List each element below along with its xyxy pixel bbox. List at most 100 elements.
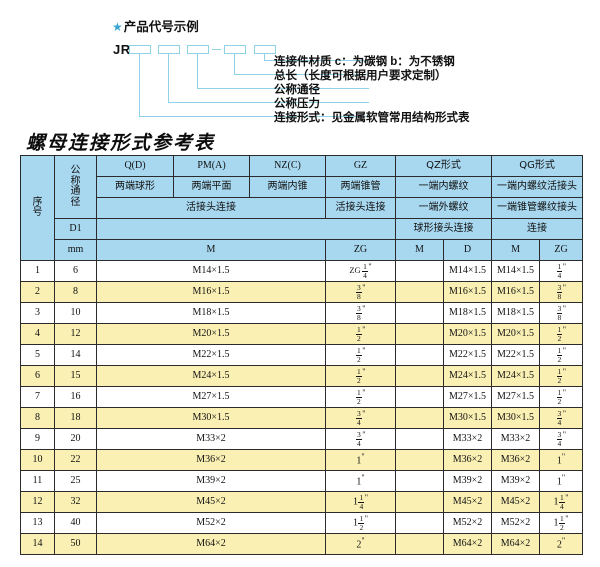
inch-mark: " <box>361 536 365 546</box>
cell-qz-m <box>395 533 444 555</box>
cell-qg-zg: 3 4 " <box>539 428 584 450</box>
header-row-connection-type: 活接头连接 活接头连接 一端外螺纹 一端锥管螺纹接头 <box>21 197 584 219</box>
cell-thread-m-merged: M20×1.5 <box>96 323 326 345</box>
cell-qz-m <box>395 470 444 492</box>
fraction-numerator: 1 <box>556 262 563 272</box>
code-box-4 <box>224 45 246 54</box>
cell-sequence: 4 <box>20 323 55 345</box>
header-connection: 连接 <box>491 218 584 240</box>
cell-thread-m-merged: M24×1.5 <box>96 365 326 387</box>
header-thread-m-merged: M <box>96 239 326 261</box>
inch-mark: " <box>562 261 567 271</box>
cell-gz-thread: 2" <box>325 533 396 555</box>
fraction-denominator: 2 <box>359 522 364 532</box>
cell-thread-m-merged: M39×2 <box>96 470 326 492</box>
annotation-connection-form: 连接形式：见金属软管常用结构形式表 <box>274 112 470 124</box>
inch-mark: " <box>362 324 366 334</box>
cell-sequence: 13 <box>20 512 55 534</box>
table-row: 10 22 M36×2 1" M36×2 M36×2 1" <box>20 449 584 471</box>
header-conn-union-1: 活接头连接 <box>96 197 326 219</box>
header-thread-zg-gz: ZG <box>325 239 396 261</box>
cell-qz-d: M16×1.5 <box>442 281 493 303</box>
header-group-desc-qg: 一端内螺纹活接头 <box>491 176 584 198</box>
header-group-code-qz: QZ形式 <box>394 155 493 177</box>
inch-mark: " <box>562 324 567 334</box>
inch-mark: " <box>361 452 365 462</box>
fraction-numerator: 1 <box>355 367 362 377</box>
inch-mark: " <box>364 492 368 502</box>
inch-mark: " <box>368 261 372 271</box>
cell-thread-m-merged: M16×1.5 <box>96 281 326 303</box>
cell-gz-thread: 1 1 4 " <box>325 491 396 513</box>
cell-qz-d: M33×2 <box>442 428 493 450</box>
inch-mark: " <box>561 452 566 462</box>
header-nominal-diameter-char-3: 通 <box>70 186 81 197</box>
code-box-5 <box>254 45 276 54</box>
code-separator-dash <box>212 49 221 50</box>
cell-qz-m <box>395 260 444 282</box>
cell-nominal-diameter: 40 <box>54 512 97 534</box>
header-thread-m-qz: M <box>395 239 444 261</box>
product-code-heading-text: 产品代号示例 <box>123 20 199 34</box>
cell-gz-thread: 1 2 " <box>325 365 396 387</box>
fraction-numerator: 1 <box>355 388 362 398</box>
table-body: 1 6 M14×1.5 ZG 1 4 " M14×1.5 M14×1.5 1 4 " 2 8 M16×1.5… <box>20 260 584 555</box>
cell-qz-d: M14×1.5 <box>442 260 493 282</box>
cell-qz-d: M64×2 <box>442 533 493 555</box>
fraction-numerator: 3 <box>355 283 362 293</box>
inch-mark: " <box>362 345 366 355</box>
whole-number: 2 <box>356 539 362 551</box>
fraction-numerator: 1 <box>358 514 365 524</box>
cell-thread-m-merged: M36×2 <box>96 449 326 471</box>
cell-qg-zg: 3 8 " <box>539 302 584 324</box>
inch-mark: " <box>364 513 368 523</box>
leader-line-nominal-pressure-vertical <box>168 54 169 102</box>
inch-mark: " <box>362 387 366 397</box>
cell-sequence: 6 <box>20 365 55 387</box>
cell-qg-m: M52×2 <box>491 512 541 534</box>
header-ball-joint-connection: 球形接头连接 <box>394 218 493 240</box>
cell-nominal-diameter: 12 <box>54 323 97 345</box>
fraction-numerator: 1 <box>559 514 565 524</box>
table-row: 12 32 M45×2 1 1 4 " M45×2 M45×2 1 1 4 " <box>20 491 584 513</box>
header-thread-zg-qg: ZG <box>539 239 584 261</box>
fraction-denominator: 4 <box>557 438 562 448</box>
cell-qg-zg: 1 1 4 " <box>539 491 584 513</box>
whole-number: 1 <box>556 455 562 467</box>
cell-qg-m: M36×2 <box>491 449 541 471</box>
header-d1-label: D1 <box>54 218 97 240</box>
annotation-material: 连接件材质 c：为碳钢 b：为不锈钢 <box>274 56 455 68</box>
inch-mark: " <box>565 492 569 502</box>
cell-qg-zg: 1 2 " <box>539 386 584 408</box>
cell-qz-m <box>395 407 444 429</box>
cell-qg-m: M33×2 <box>491 428 541 450</box>
cell-thread-m-merged: M52×2 <box>96 512 326 534</box>
header-thread-m-qg: M <box>491 239 541 261</box>
header-thread-d-qz: D <box>442 239 493 261</box>
header-group-desc-qd: 两端球形 <box>96 176 174 198</box>
fraction-denominator: 2 <box>356 354 361 364</box>
inch-mark: " <box>565 513 569 523</box>
inch-mark: " <box>562 366 567 376</box>
cell-qg-zg: 1" <box>539 449 584 471</box>
inch-mark: " <box>561 536 566 546</box>
cell-thread-m-merged: M27×1.5 <box>96 386 326 408</box>
cell-sequence: 1 <box>20 260 55 282</box>
cell-nominal-diameter: 8 <box>54 281 97 303</box>
cell-gz-thread: 1 1 2 " <box>325 512 396 534</box>
fraction-numerator: 3 <box>556 409 563 419</box>
cell-qz-m <box>395 344 444 366</box>
cell-qz-d: M39×2 <box>442 470 493 492</box>
inch-mark: " <box>362 429 366 439</box>
cell-qz-d: M45×2 <box>442 491 493 513</box>
cell-qz-m <box>395 449 444 471</box>
cell-gz-thread: 3 8 " <box>325 302 396 324</box>
fraction-numerator: 3 <box>355 304 362 314</box>
header-conn-taper-thread-joint: 一端锥管螺纹接头 <box>491 197 584 219</box>
cell-qz-m <box>395 281 444 303</box>
